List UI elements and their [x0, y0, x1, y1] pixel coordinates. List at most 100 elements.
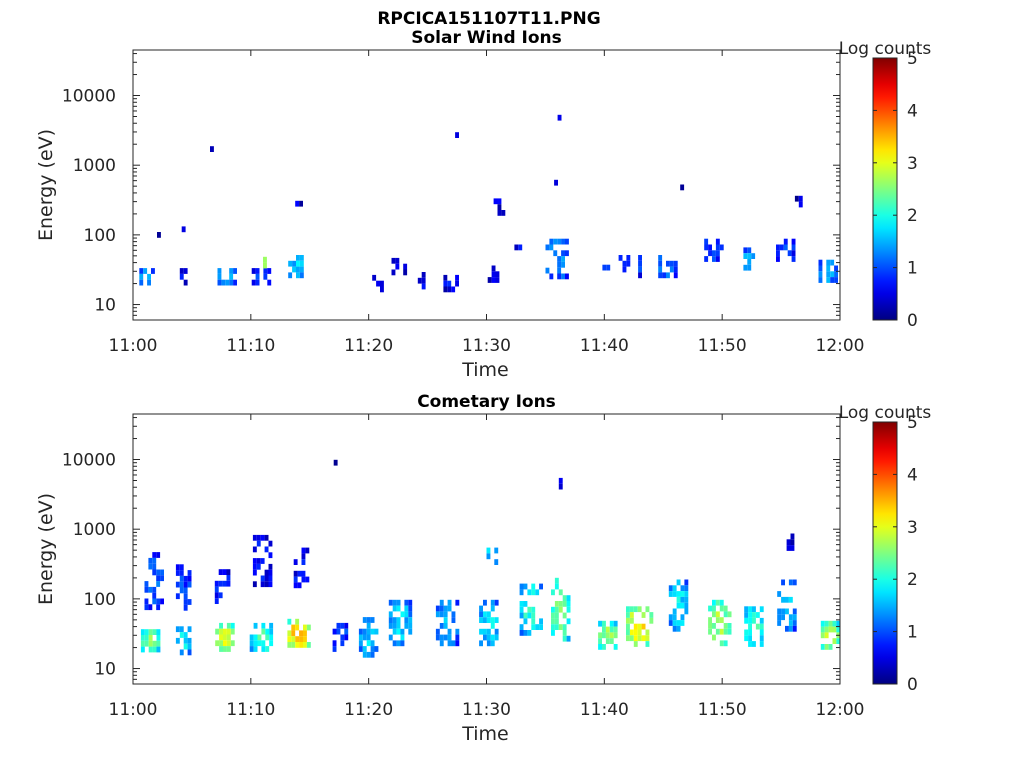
data-cell: [139, 268, 144, 274]
data-cell: [629, 635, 634, 642]
data-cell: [645, 606, 650, 613]
data-cell: [553, 250, 558, 257]
data-cell: [551, 624, 555, 630]
data-cell: [562, 612, 567, 619]
data-cell: [719, 605, 724, 612]
data-cell: [523, 630, 528, 636]
data-cell: [443, 617, 448, 623]
data-cell: [554, 577, 559, 584]
data-cell: [223, 628, 227, 635]
data-cell: [828, 626, 833, 633]
data-cell: [790, 545, 795, 551]
data-cell: [179, 581, 184, 588]
data-cell: [684, 585, 689, 592]
data-cell: [602, 632, 606, 639]
data-cell: [187, 643, 192, 650]
colorbar-tick-label: 1: [907, 623, 918, 643]
data-cell: [156, 575, 161, 582]
data-cell: [549, 273, 554, 280]
data-cell: [832, 638, 837, 644]
data-cell: [566, 601, 571, 607]
data-cell: [684, 579, 689, 586]
data-cell: [645, 635, 650, 642]
data-cell: [376, 280, 380, 287]
data-cell: [264, 534, 269, 541]
data-cell: [362, 646, 367, 652]
data-cell: [629, 617, 634, 624]
data-cell: [219, 628, 223, 635]
data-cell: [221, 279, 226, 286]
data-cell: [491, 271, 496, 278]
data-cell: [744, 629, 749, 636]
data-cell: [557, 261, 562, 268]
data-cell: [493, 198, 498, 205]
data-cell: [380, 286, 384, 293]
data-cell: [638, 266, 642, 273]
y-axis-label: Energy (eV): [35, 129, 57, 241]
data-cell: [223, 640, 227, 647]
data-cell: [834, 271, 838, 278]
data-cell: [151, 268, 155, 274]
x-tick-label: 11:40: [580, 336, 629, 356]
data-cell: [549, 238, 554, 245]
data-cell: [673, 272, 678, 279]
data-cell: [297, 582, 302, 589]
data-cell: [792, 579, 797, 586]
x-axis-label: Time: [461, 723, 509, 745]
data-cell: [156, 635, 161, 641]
data-cell: [404, 623, 409, 629]
data-cell: [443, 611, 448, 618]
data-cell: [479, 611, 483, 618]
data-cell: [828, 644, 833, 650]
data-cell: [523, 618, 528, 625]
data-cell: [649, 617, 654, 624]
data-cell: [455, 640, 460, 647]
data-cell: [672, 620, 677, 626]
data-cell: [175, 626, 180, 633]
data-cell: [553, 238, 558, 245]
data-cell: [743, 253, 748, 259]
data-cell: [672, 625, 677, 632]
data-cell: [451, 640, 456, 647]
data-cell: [217, 268, 222, 274]
data-cell: [447, 634, 452, 641]
data-cell: [788, 579, 793, 586]
x-tick-label: 11:10: [226, 336, 275, 356]
data-cell: [230, 628, 235, 635]
data-cell: [396, 623, 401, 629]
data-cell: [187, 626, 192, 633]
colorbar-tick-label: 5: [907, 413, 918, 433]
data-cell: [792, 614, 797, 621]
data-cell: [336, 628, 341, 635]
data-cell: [715, 628, 720, 635]
data-cell: [435, 611, 440, 618]
data-cell: [637, 629, 642, 636]
data-cell: [187, 649, 192, 656]
data-cell: [443, 634, 448, 641]
data-cell: [558, 606, 563, 613]
data-cell: [669, 260, 674, 267]
data-cell: [479, 628, 483, 635]
data-cell: [260, 581, 265, 588]
data-cell: [396, 599, 401, 606]
data-cell: [265, 646, 270, 652]
data-cell: [523, 601, 528, 607]
data-cell: [605, 626, 610, 633]
data-cell: [680, 585, 685, 592]
data-cell: [332, 640, 337, 647]
data-cell: [836, 620, 840, 627]
data-cell: [743, 264, 748, 271]
data-cell: [609, 638, 614, 644]
data-cell: [255, 273, 260, 280]
data-cell: [684, 591, 689, 597]
data-cell: [287, 636, 292, 642]
data-cell: [723, 605, 728, 612]
data-cell: [824, 626, 829, 633]
data-cell: [140, 646, 145, 653]
data-cell: [291, 636, 296, 642]
data-cell: [370, 640, 375, 647]
data-cell: [673, 266, 678, 273]
data-cell: [230, 640, 235, 647]
data-cell: [439, 599, 444, 606]
data-cell: [637, 606, 642, 613]
